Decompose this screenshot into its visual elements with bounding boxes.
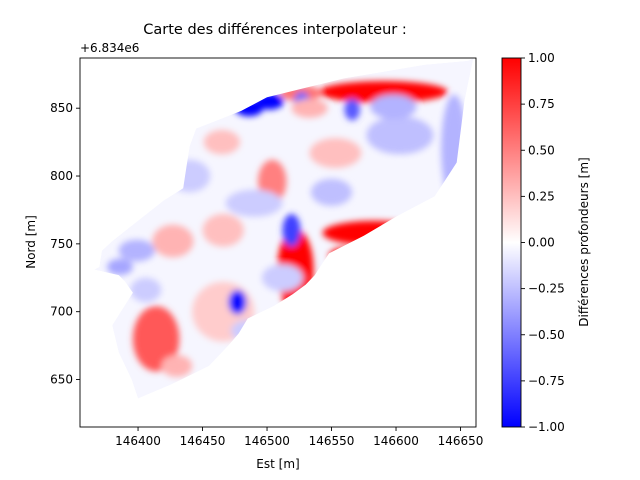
colorbar-tick-label: −1.00 — [528, 420, 565, 434]
difference-anomaly — [169, 159, 211, 193]
difference-anomaly — [291, 98, 328, 118]
difference-anomaly — [132, 306, 180, 372]
colorbar-tick-label: 0.50 — [528, 143, 555, 157]
difference-anomaly — [329, 248, 355, 265]
colorbar-tick-label: 0.75 — [528, 97, 555, 111]
difference-anomaly — [370, 94, 417, 120]
difference-anomaly — [318, 81, 448, 103]
y-axis-label: Nord [m] — [24, 215, 38, 269]
x-axis: 146400 146450 146500 146550 146600 146650 — [115, 427, 483, 448]
colorbar-tick-label: −0.75 — [528, 374, 565, 388]
difference-anomaly — [118, 239, 155, 262]
difference-anomaly — [225, 189, 283, 217]
difference-anomaly — [282, 214, 301, 247]
y-axis: 650 700 750 800 850 — [50, 101, 80, 387]
difference-anomaly — [255, 93, 284, 110]
x-axis-label: Est [m] — [256, 457, 299, 471]
colorbar-ticks: −1.00 −0.75 −0.50 −0.25 0.00 0.25 0.50 0.75 1.00 — [521, 51, 565, 434]
x-tick-label: 146550 — [309, 434, 355, 448]
y-offset-label: +6.834e6 — [80, 41, 139, 55]
y-tick-label: 700 — [50, 305, 73, 319]
difference-anomaly — [203, 129, 240, 155]
x-tick-label: 146650 — [438, 434, 484, 448]
colorbar-tick-label: −0.25 — [528, 282, 565, 296]
x-tick-label: 146450 — [180, 434, 226, 448]
colorbar-tick-label: 1.00 — [528, 51, 555, 65]
difference-anomaly — [228, 290, 247, 315]
y-tick-label: 750 — [50, 237, 73, 251]
difference-anomaly — [230, 319, 268, 342]
difference-anomaly — [107, 258, 133, 275]
axes-frame — [79, 57, 477, 428]
difference-anomaly — [261, 264, 304, 292]
difference-anomaly — [130, 277, 162, 303]
difference-anomaly — [322, 220, 426, 246]
y-tick-label: 800 — [50, 169, 73, 183]
colorbar-tick-label: 0.00 — [528, 236, 555, 250]
plot-area — [94, 58, 474, 399]
difference-anomaly — [192, 93, 219, 113]
difference-field — [94, 58, 474, 399]
x-tick-label: 146500 — [244, 434, 290, 448]
difference-anomaly — [152, 224, 194, 258]
colorbar: −1.00 −0.75 −0.50 −0.25 0.00 0.25 0.50 0.75 1.00… — [501, 51, 591, 434]
y-tick-label: 850 — [50, 101, 73, 115]
difference-anomaly — [310, 178, 353, 206]
x-tick-label: 146400 — [115, 434, 161, 448]
difference-anomaly — [202, 214, 244, 247]
y-tick-label: 650 — [50, 373, 73, 387]
difference-anomaly — [161, 355, 193, 377]
colorbar-gradient — [502, 58, 521, 427]
colorbar-tick-label: 0.25 — [528, 189, 555, 203]
chart-title: Carte des différences interpolateur : — [143, 22, 406, 38]
difference-anomaly — [309, 138, 362, 168]
difference-anomaly — [366, 116, 434, 155]
colorbar-label: Différences profondeurs [m] — [577, 157, 591, 326]
difference-anomaly — [441, 94, 467, 204]
x-tick-label: 146600 — [373, 434, 419, 448]
difference-anomaly — [344, 98, 360, 121]
colorbar-tick-label: −0.50 — [528, 328, 565, 342]
difference-anomaly — [192, 281, 255, 342]
